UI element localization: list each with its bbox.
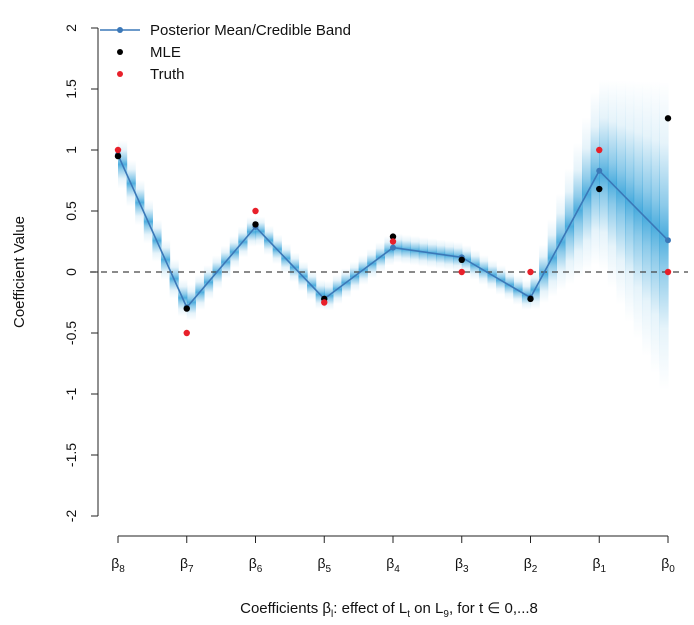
x-tick-label: β4: [386, 555, 400, 575]
y-tick-label: 0: [63, 268, 79, 276]
y-tick-label: -1: [63, 388, 79, 401]
y-axis-title: Coefficient Value: [11, 216, 28, 328]
mle-point: [596, 185, 603, 193]
truth-point: [114, 146, 122, 154]
legend: Posterior Mean/Credible Band MLE Truth: [100, 22, 351, 83]
mle-point: [664, 115, 672, 122]
posterior-mean-point: [390, 244, 396, 251]
y-tick-label: 0.5: [63, 201, 79, 221]
y-tick-label: 1: [63, 146, 79, 154]
x-tick-label: β1: [592, 555, 606, 575]
truth-point: [527, 268, 534, 276]
legend-label-truth: Truth: [150, 66, 184, 83]
mle-point: [527, 295, 534, 303]
truth-point: [252, 207, 259, 215]
x-axis-title-part3: on L: [410, 600, 443, 617]
x-tick-label: β3: [455, 555, 469, 575]
x-axis-title-sub-t: t: [407, 609, 410, 620]
y-tick-label: -0.5: [63, 321, 79, 345]
truth-point: [664, 268, 672, 276]
legend-marker-mle: [117, 49, 123, 55]
legend-label-mle: MLE: [150, 44, 181, 61]
x-axis-title-part2: : effect of L: [333, 600, 407, 617]
y-tick-label: -2: [63, 510, 79, 523]
legend-marker-posterior: [117, 27, 123, 33]
posterior-mean-point: [665, 237, 671, 244]
x-tick-label: β8: [111, 555, 125, 575]
mle-point: [458, 256, 465, 263]
data-series: [114, 115, 672, 337]
legend-label-posterior: Posterior Mean/Credible Band: [150, 22, 351, 39]
mle-point: [114, 152, 122, 160]
axes: -2 -1.5 -1 -0.5 0 0.5 1 1.5 2 β8 β7 β6 β5 β4 β3 β2 β1 β0: [63, 24, 675, 575]
x-axis-title-part1: Coefficients β: [240, 600, 331, 617]
mle-point: [183, 305, 190, 312]
y-tick-label: 2: [63, 24, 79, 32]
x-axis-title: Coefficients βl: effect of Lt on L9, for…: [240, 600, 538, 620]
legend-marker-truth: [117, 71, 123, 77]
y-tick-label: -1.5: [63, 443, 79, 467]
x-tick-label: β0: [661, 555, 675, 575]
truth-point: [596, 146, 603, 154]
truth-point: [458, 268, 465, 276]
truth-point: [183, 329, 190, 337]
mle-point: [252, 221, 259, 228]
y-tick-label: 1.5: [63, 79, 79, 99]
x-axis-title-part4: , for t ∈ 0,...8: [449, 600, 538, 617]
x-tick-label: β7: [180, 555, 194, 575]
mle-point: [389, 233, 397, 240]
truth-point: [389, 238, 397, 245]
posterior-mean-point: [596, 167, 603, 174]
x-axis-title-sub-l: l: [331, 609, 333, 620]
x-tick-label: β6: [249, 555, 263, 575]
x-tick-label: β2: [524, 555, 538, 575]
x-tick-label: β5: [317, 555, 331, 575]
truth-point: [321, 299, 328, 306]
x-axis-title-sub-9: 9: [443, 609, 449, 620]
